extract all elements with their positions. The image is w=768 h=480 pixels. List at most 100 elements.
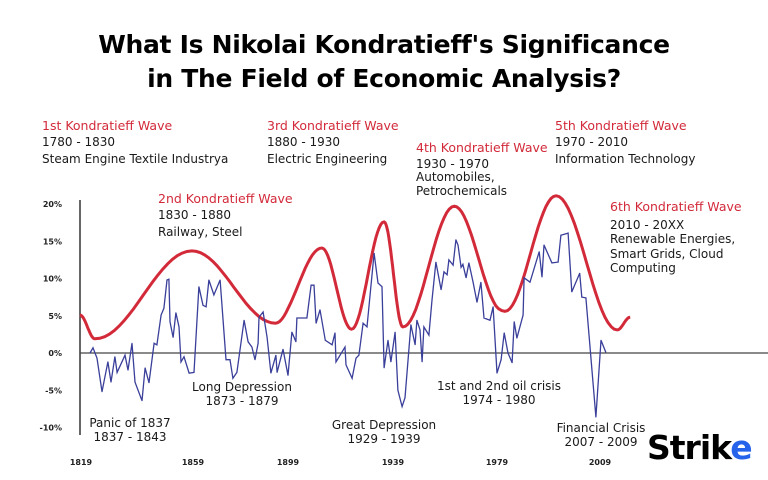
- y-tick-label: -5%: [45, 386, 62, 395]
- data-point: [452, 264, 454, 266]
- x-tick-label: 1899: [277, 458, 300, 467]
- data-point: [295, 341, 297, 343]
- data-point: [168, 278, 170, 280]
- annotation-name: Panic of 1837: [89, 416, 171, 430]
- wave-years: 2010 - 20XX: [610, 217, 685, 232]
- data-point: [198, 286, 200, 288]
- wave-desc: Automobiles,: [416, 170, 495, 184]
- data-point: [282, 348, 284, 350]
- data-point: [581, 296, 583, 298]
- annotation-oil-crisis: 1st and 2nd oil crisis 1974 - 1980: [437, 379, 561, 407]
- x-tick-label: 1819: [70, 458, 93, 467]
- y-tick-label: -10%: [40, 424, 62, 433]
- data-point: [319, 309, 321, 311]
- data-point: [101, 391, 103, 393]
- data-point: [324, 339, 326, 341]
- data-point: [500, 359, 502, 361]
- data-point: [178, 326, 180, 328]
- data-point: [236, 371, 238, 373]
- data-point: [134, 381, 136, 383]
- data-point: [247, 341, 249, 343]
- x-tick-label: 1979: [486, 458, 509, 467]
- data-point: [270, 372, 272, 374]
- data-point: [496, 372, 498, 374]
- data-point: [344, 346, 346, 348]
- data-point: [435, 261, 437, 263]
- data-point: [355, 357, 357, 359]
- y-tick-label: 10%: [43, 275, 62, 284]
- data-point: [148, 382, 150, 384]
- data-point: [457, 244, 459, 246]
- data-point: [172, 336, 174, 338]
- data-point: [423, 326, 425, 328]
- data-point: [335, 361, 337, 363]
- y-tick-label: 20%: [43, 200, 62, 209]
- data-point: [551, 262, 553, 264]
- annotation-years: 2007 - 2009: [564, 435, 638, 449]
- wave-years: 1930 - 1970: [416, 156, 490, 171]
- data-point: [92, 347, 94, 349]
- wave-desc: Electric Engineering: [267, 152, 388, 166]
- data-point: [541, 276, 543, 278]
- wave-title: 4th Kondratieff Wave: [416, 140, 548, 155]
- y-tick-label: 0%: [48, 349, 62, 358]
- data-point: [567, 232, 569, 234]
- data-point: [144, 367, 146, 369]
- x-tick-label: 1859: [182, 458, 205, 467]
- annotation-years: 1873 - 1879: [205, 394, 279, 408]
- data-point: [410, 324, 412, 326]
- data-point: [465, 277, 467, 279]
- wave-title: 1st Kondratieff Wave: [42, 118, 173, 133]
- data-point: [183, 356, 185, 358]
- data-point: [373, 252, 375, 254]
- x-tick-label: 2009: [589, 458, 612, 467]
- data-point: [287, 374, 289, 376]
- data-point: [483, 317, 485, 319]
- wave-years: 1830 - 1880: [158, 208, 232, 222]
- data-point: [394, 331, 396, 333]
- data-point: [428, 334, 430, 336]
- data-point: [595, 416, 597, 418]
- data-point: [476, 301, 478, 303]
- data-point: [571, 291, 573, 293]
- data-point: [124, 354, 126, 356]
- data-point: [96, 357, 98, 359]
- data-point: [306, 317, 308, 319]
- data-point: [202, 304, 204, 306]
- data-point: [543, 244, 545, 246]
- y-tick-label: 5%: [48, 312, 62, 321]
- data-point: [462, 263, 464, 265]
- data-point: [193, 371, 195, 373]
- data-point: [313, 284, 315, 286]
- data-point: [114, 356, 116, 358]
- data-point: [416, 319, 418, 321]
- title-line-2: in The Field of Economic Analysis?: [147, 64, 621, 93]
- data-point: [366, 326, 368, 328]
- data-point: [169, 321, 171, 323]
- x-tick-label: 1939: [382, 458, 405, 467]
- wave-desc: Renewable Energies,: [610, 232, 736, 246]
- data-point: [513, 321, 515, 323]
- data-point: [160, 314, 162, 316]
- data-point: [163, 307, 165, 309]
- data-point: [600, 339, 602, 341]
- data-point: [529, 281, 531, 283]
- annotation-panic-1837: Panic of 1837 1837 - 1843: [89, 416, 170, 444]
- annotation-years: 1974 - 1980: [462, 393, 536, 407]
- wave-2-label: 2nd Kondratieff Wave 1830 - 1880 Railway…: [158, 190, 293, 241]
- data-point: [310, 284, 312, 286]
- data-point: [208, 279, 210, 281]
- data-point: [460, 266, 462, 268]
- data-point: [401, 406, 403, 408]
- annotation-financial-crisis: Financial Crisis 2007 - 2009: [557, 421, 646, 449]
- data-point: [489, 319, 491, 321]
- y-tick-label: 15%: [43, 237, 62, 246]
- wave-years: 1970 - 2010: [555, 135, 629, 149]
- data-point: [404, 397, 406, 399]
- data-point: [480, 281, 482, 283]
- data-point: [507, 352, 509, 354]
- data-point: [472, 281, 474, 283]
- wave-desc: Petrochemicals: [416, 183, 508, 198]
- data-point: [275, 354, 277, 356]
